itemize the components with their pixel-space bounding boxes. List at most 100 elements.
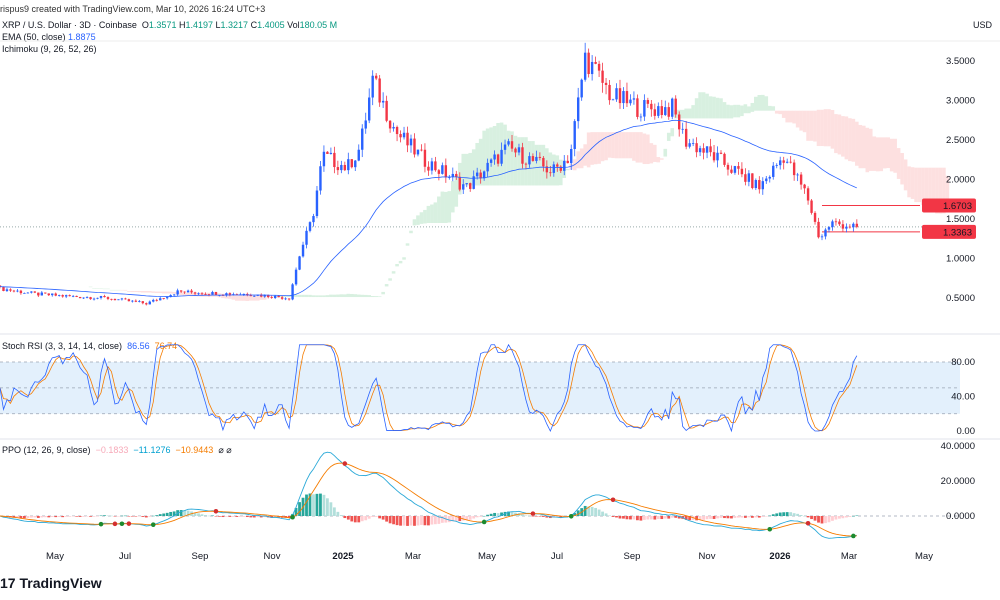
- candle-body: [824, 229, 827, 237]
- candle-body: [650, 103, 653, 110]
- cloud-segment: [653, 144, 657, 162]
- cloud-segment: [868, 128, 873, 171]
- candle-body: [99, 296, 103, 298]
- symbol-ohlc-row[interactable]: XRP / U.S. Dollar · 3D · Coinbase O1.357…: [2, 19, 337, 31]
- ppo-histogram-bar: [430, 516, 434, 525]
- candle-body: [152, 299, 155, 302]
- candle-body: [493, 154, 496, 160]
- price-axis-label: 1.5000: [946, 214, 975, 225]
- cloud-segment: [705, 93, 709, 119]
- cloud-segment: [398, 260, 403, 264]
- ppo-histogram-bar: [137, 516, 141, 517]
- ppo-histogram-bar: [110, 515, 113, 517]
- cloud-segment: [172, 291, 176, 294]
- ppo-histogram-bar: [315, 493, 319, 516]
- ppo-histogram-bar: [294, 507, 298, 516]
- ppo-histogram-bar: [803, 515, 806, 517]
- candle-body: [141, 301, 145, 304]
- candle-body: [51, 293, 54, 296]
- cloud-segment: [663, 148, 668, 157]
- cloud-segment: [461, 153, 466, 186]
- cloud-segment: [137, 291, 142, 293]
- candle-body: [765, 178, 768, 182]
- cloud-segment: [356, 294, 361, 298]
- tradingview-logo[interactable]: 17 TradingView: [0, 575, 102, 591]
- candle-body: [183, 291, 186, 293]
- cloud-segment: [670, 128, 675, 137]
- ppo-histogram-bar: [16, 516, 19, 518]
- cloud-segment: [760, 94, 765, 111]
- cloud-segment: [607, 132, 612, 158]
- ppo-histogram-bar: [127, 516, 131, 517]
- stoch-k-value: 86.56: [127, 341, 150, 351]
- ppo-histogram-bar: [50, 516, 54, 517]
- candle-body: [796, 174, 799, 176]
- ppo-cross-marker: [126, 521, 132, 526]
- time-axis-label: Sep: [192, 551, 209, 562]
- candle-body: [406, 132, 409, 146]
- candle-body: [23, 292, 26, 294]
- ppo-histogram-bar: [670, 516, 674, 518]
- ppo-cross-marker: [805, 520, 811, 526]
- candle-body: [263, 294, 266, 297]
- cloud-segment: [632, 132, 636, 161]
- candle-body: [524, 163, 528, 165]
- cloud-segment: [231, 294, 236, 300]
- candle-body: [388, 120, 392, 129]
- candle-body: [779, 160, 782, 166]
- cloud-segment: [774, 110, 779, 114]
- ema-legend[interactable]: EMA (50, close) 1.8875: [2, 31, 337, 43]
- time-axis-label: May: [478, 551, 496, 562]
- cloud-segment: [419, 212, 424, 224]
- candle-body: [395, 126, 399, 135]
- cloud-segment: [471, 149, 476, 186]
- cloud-segment: [743, 104, 748, 114]
- ppo-histogram-bar: [144, 516, 148, 518]
- cloud-segment: [740, 105, 744, 117]
- cloud-segment: [353, 294, 358, 298]
- ppo-histogram-bar: [667, 516, 671, 519]
- ppo-histogram-bar: [541, 516, 545, 517]
- cloud-segment: [855, 121, 859, 166]
- cloud-segment: [910, 167, 915, 199]
- candle-body: [385, 100, 388, 121]
- candle-body: [232, 294, 235, 295]
- candle-body: [455, 173, 458, 177]
- candle-body: [806, 188, 810, 201]
- ppo-histogram-bar: [632, 516, 636, 520]
- cloud-segment: [245, 295, 250, 302]
- cloud-segment: [158, 291, 163, 294]
- cloud-segment: [322, 295, 326, 298]
- cloud-segment: [767, 105, 772, 111]
- ichimoku-legend[interactable]: Ichimoku (9, 26, 52, 26): [2, 44, 97, 54]
- candle-body: [200, 293, 204, 295]
- open-label: O: [141, 20, 149, 30]
- cloud-segment: [259, 295, 264, 300]
- candle-body: [280, 297, 284, 299]
- cloud-segment: [370, 295, 375, 298]
- candle-body: [176, 290, 179, 295]
- ppo-legend[interactable]: PPO (12, 26, 9, close) −0.1833 −11.1276 …: [2, 445, 232, 456]
- cloud-segment: [360, 294, 365, 298]
- candle-body: [469, 183, 472, 189]
- ppo-histogram-bar: [775, 513, 779, 516]
- ppo-histogram-bar: [838, 516, 841, 519]
- high-value: 1.4197: [185, 20, 213, 30]
- symbol-name[interactable]: XRP / U.S. Dollar · 3D · Coinbase: [2, 20, 137, 30]
- ppo-histogram-bar: [399, 516, 402, 526]
- ppo-visibility-icons[interactable]: ⌀ ⌀: [218, 445, 232, 455]
- ppo-histogram-bar: [594, 507, 598, 516]
- candle-body: [475, 172, 479, 177]
- cloud-segment: [416, 215, 420, 225]
- candle-body: [343, 164, 347, 171]
- candle-body: [305, 230, 308, 245]
- cloud-segment: [820, 109, 824, 147]
- ppo-histogram-bar: [172, 511, 176, 516]
- cloud-segment: [771, 106, 776, 111]
- ppo-histogram-bar: [545, 516, 549, 518]
- candle-body: [570, 149, 573, 164]
- candle-body: [657, 106, 660, 116]
- ema-value: 1.8875: [68, 32, 96, 42]
- cloud-segment: [120, 289, 124, 291]
